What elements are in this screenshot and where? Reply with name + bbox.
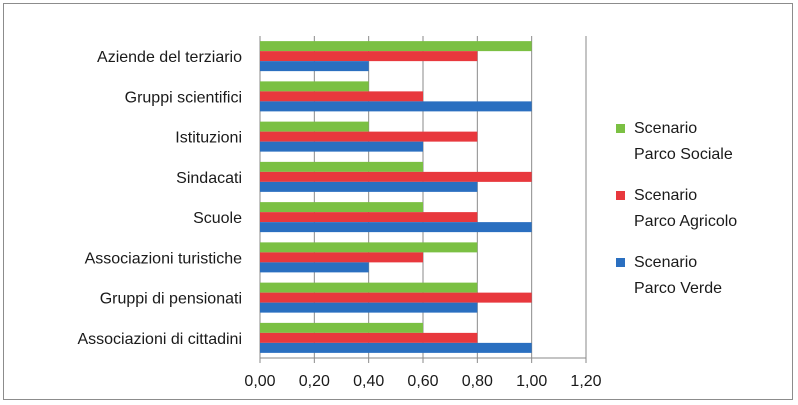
x-tick-label: 1,20 (570, 373, 601, 390)
bar (260, 61, 369, 72)
category-label: Associazioni turistiche (85, 250, 243, 267)
legend-swatch (616, 191, 625, 200)
bar (260, 121, 369, 132)
legend-label: Parco Sociale (634, 146, 733, 163)
bar (260, 141, 423, 152)
bar (260, 292, 532, 303)
legend-label: Scenario (634, 254, 697, 271)
bar (260, 161, 423, 172)
x-tick-label: 1,00 (516, 373, 547, 390)
category-label: Associazioni di cittadini (77, 331, 242, 348)
legend-label: Parco Verde (634, 280, 722, 297)
bar (260, 222, 532, 233)
bar (260, 322, 423, 333)
bar (260, 252, 423, 263)
bar (260, 302, 478, 313)
legend-swatch (616, 258, 625, 267)
chart-frame: 0,00 0,20 0,40 0,60 0,80 1,00 1,20 Aziende del … (3, 3, 793, 400)
bar (260, 262, 369, 273)
x-tick-label: 0,00 (244, 373, 275, 390)
bar (260, 91, 423, 102)
category-label: Aziende del terziario (97, 49, 242, 66)
legend-label: Scenario (634, 187, 697, 204)
bar (260, 101, 532, 112)
bar (260, 171, 532, 182)
bar (260, 342, 532, 353)
bar (260, 332, 478, 343)
bar (260, 282, 478, 293)
category-label: Scuole (193, 210, 242, 227)
legend-label: Scenario (634, 120, 697, 137)
bar (260, 41, 532, 52)
category-label: Sindacati (176, 170, 242, 187)
bar (260, 131, 478, 142)
legend-label: Parco Agricolo (634, 213, 737, 230)
bar-chart: 0,00 0,20 0,40 0,60 0,80 1,00 1,20 Aziende del … (77, 36, 737, 390)
legend-swatch (616, 124, 625, 133)
bar (260, 81, 369, 92)
bar (260, 202, 423, 213)
x-tick-label: 0,60 (407, 373, 438, 390)
bar (260, 242, 478, 253)
category-label: Gruppi scientifici (125, 89, 242, 106)
x-tick-label: 0,20 (299, 373, 330, 390)
x-tick-label: 0,80 (462, 373, 493, 390)
x-tick-label: 0,40 (353, 373, 384, 390)
bar (260, 181, 478, 192)
bar (260, 51, 478, 62)
category-label: Istituzioni (175, 130, 242, 147)
category-label: Gruppi di pensionati (100, 291, 242, 308)
bar (260, 212, 478, 223)
